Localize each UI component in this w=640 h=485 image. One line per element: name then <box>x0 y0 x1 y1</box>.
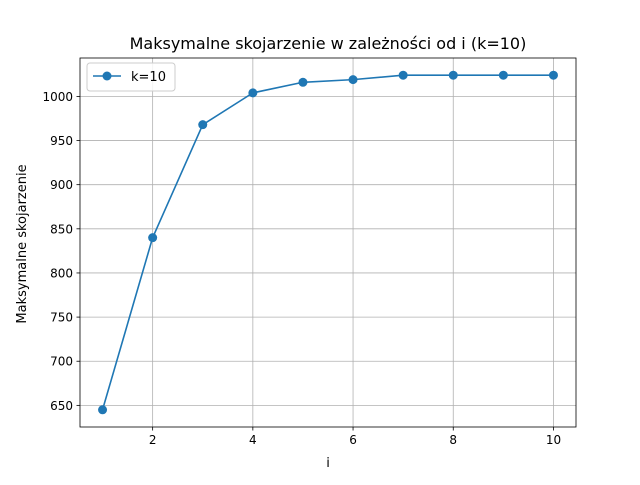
y-tick-label: 1000 <box>42 90 73 104</box>
data-point <box>398 70 408 80</box>
y-axis-label: Maksymalne skojarzenie <box>15 164 30 323</box>
plot-area-border <box>79 57 577 428</box>
series-layer <box>98 70 558 415</box>
data-point <box>498 70 508 80</box>
grid <box>80 58 576 427</box>
legend-label: k=10 <box>131 70 166 85</box>
y-tick-label: 950 <box>50 134 73 148</box>
data-point <box>298 77 308 87</box>
x-tick-label: 6 <box>349 433 357 447</box>
data-point <box>348 75 358 85</box>
data-point <box>548 70 558 80</box>
chart-title: Maksymalne skojarzenie w zależności od i… <box>130 34 527 53</box>
y-tick-label: 700 <box>50 355 73 369</box>
x-tick-label: 8 <box>449 433 457 447</box>
legend: k=10 <box>86 62 176 92</box>
data-point <box>98 405 108 415</box>
ticks: 2 4 6 8 10 650 700 750 800 850 900 950 1000 <box>42 90 561 447</box>
y-tick-label: 750 <box>50 311 73 325</box>
data-point <box>148 233 158 243</box>
y-tick-label: 650 <box>50 399 73 413</box>
data-point <box>198 120 208 130</box>
data-point <box>248 88 258 98</box>
legend-frame <box>86 62 176 92</box>
x-tick-label: 2 <box>149 433 157 447</box>
y-tick-label: 900 <box>50 178 73 192</box>
x-axis-label: i <box>326 456 330 471</box>
y-tick-label: 850 <box>50 222 73 236</box>
series-line <box>101 74 554 411</box>
legend-marker-swatch <box>102 71 112 81</box>
x-tick-label: 4 <box>249 433 257 447</box>
data-point <box>448 70 458 80</box>
axes-frame <box>79 57 577 428</box>
y-tick-label: 800 <box>50 266 73 280</box>
x-tick-label: 10 <box>546 433 561 447</box>
